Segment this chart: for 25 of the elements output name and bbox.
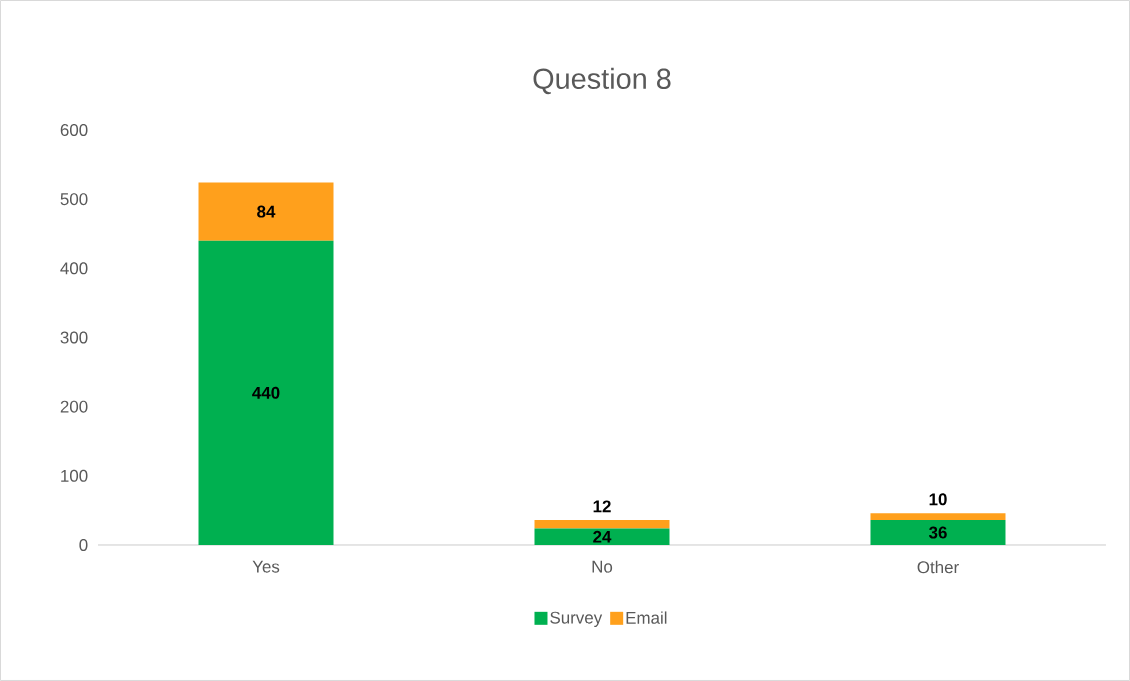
y-tick-label: 400 xyxy=(60,262,88,275)
y-tick-label: 600 xyxy=(60,123,88,136)
y-tick-label: 200 xyxy=(60,400,88,413)
data-label: 84 xyxy=(257,205,276,218)
legend-label: Survey xyxy=(550,611,603,627)
bar xyxy=(870,513,1006,521)
data-label: 24 xyxy=(593,530,612,543)
chart-title: Question 8 xyxy=(533,67,671,95)
bar xyxy=(870,520,1006,545)
bar xyxy=(198,182,334,241)
data-label: 36 xyxy=(928,526,947,539)
x-tick-label: No xyxy=(592,560,613,573)
data-label: 10 xyxy=(929,493,947,506)
bar xyxy=(534,520,670,529)
y-tick-label: 300 xyxy=(60,331,88,344)
data-label: 12 xyxy=(593,500,611,513)
x-tick-label: Other xyxy=(917,560,959,574)
legend-label: Email xyxy=(626,611,667,624)
bar xyxy=(198,240,334,545)
data-label: 440 xyxy=(252,386,280,399)
y-tick-label: 500 xyxy=(60,193,88,206)
y-tick-label: 100 xyxy=(61,469,88,482)
bar xyxy=(534,528,670,545)
y-tick-label: 0 xyxy=(79,538,88,551)
x-tick-label: Yes xyxy=(252,560,280,573)
